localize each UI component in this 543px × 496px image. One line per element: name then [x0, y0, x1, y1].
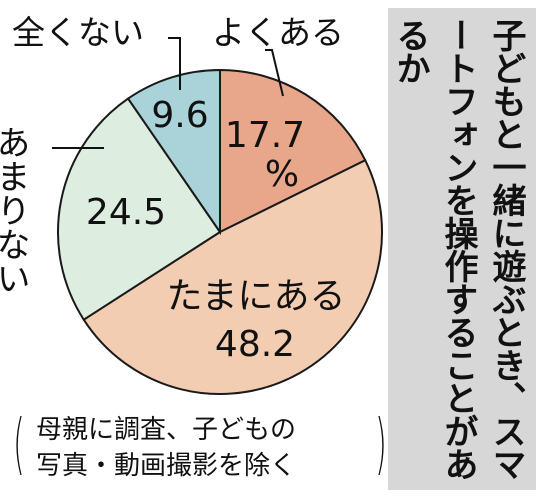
- note-open-paren: (: [13, 405, 25, 482]
- slice-mattaku-nai: [126, 68, 221, 236]
- note-line-1: 母親に調査、子どもの: [36, 415, 297, 445]
- leader-lines: [52, 37, 284, 149]
- note-close-paren: ): [375, 405, 387, 482]
- slice-tamani-aru: [82, 158, 384, 395]
- slice-label-mattaku-nai: 全くない: [12, 13, 144, 52]
- slice-value-mattaku-nai: 9.6: [151, 95, 208, 136]
- leader-line-yoku-aru: [265, 49, 284, 97]
- chart-note: ( 母親に調査、子どもの 写真・動画撮影を除く ): [13, 405, 387, 486]
- pie-slices: [57, 68, 384, 395]
- slice-label-yoku-aru: よくある: [212, 13, 344, 52]
- slice-value-amari-nai: 24.5: [86, 192, 166, 233]
- slice-value-yoku-aru: 17.7: [225, 115, 305, 156]
- slice-amari-nai: [57, 97, 222, 322]
- note-line-2: 写真・動画撮影を除く: [36, 451, 297, 481]
- slice-unit-yoku-aru: %: [265, 154, 299, 195]
- slice-value-tamani-aru: 48.2: [215, 324, 295, 365]
- slice-label-tamani-aru: たまにある: [167, 276, 346, 317]
- leader-line-mattaku-nai: [168, 37, 181, 90]
- slice-yoku-aru: [219, 68, 367, 234]
- chart-title-box: 子どもと一緒に遊ぶとき、スマートフォンを操作することがあるか: [388, 8, 536, 490]
- slice-label-amari-nai: あまりない: [0, 125, 30, 295]
- chart-title: 子どもと一緒に遊ぶとき、スマートフォンを操作することがあるか: [390, 18, 526, 480]
- note-lines: 母親に調査、子どもの 写真・動画撮影を除く: [36, 412, 296, 484]
